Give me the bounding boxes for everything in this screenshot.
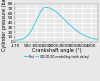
Legend: Test, 0D/1D/3D modelling (with delay): Test, 0D/1D/3D modelling (with delay) bbox=[23, 53, 90, 60]
X-axis label: Crankshaft angle (°): Crankshaft angle (°) bbox=[32, 48, 81, 53]
Y-axis label: Cylinder pressure (bar): Cylinder pressure (bar) bbox=[2, 0, 7, 51]
